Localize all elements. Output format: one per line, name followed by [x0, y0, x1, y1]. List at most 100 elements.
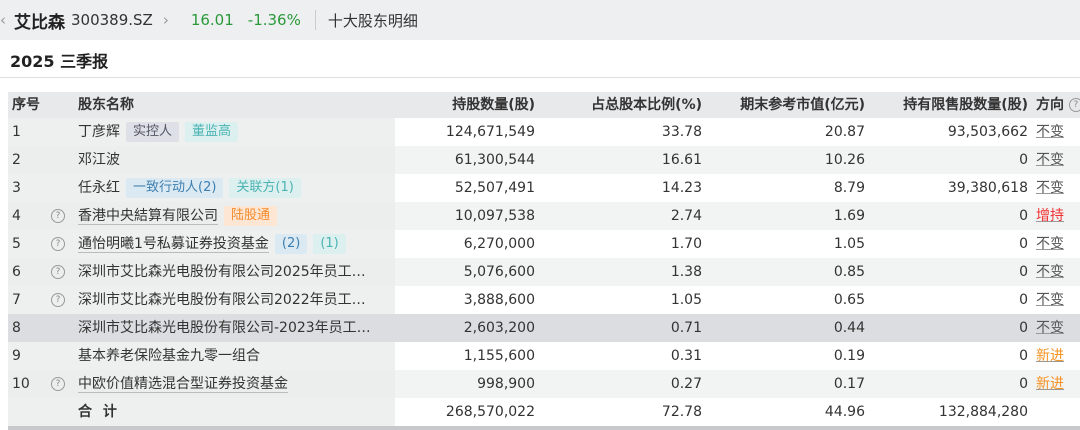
- table-row[interactable]: 9 基本养老保险基金九零一组合 1,155,600 0.31 0.19 0 新进: [8, 342, 1080, 370]
- col-name: 股东名称: [78, 97, 134, 113]
- shareholder-tag[interactable]: 关联方(1): [229, 178, 301, 198]
- report-period: 2025 三季报: [10, 52, 109, 71]
- direction-link[interactable]: 新进: [1036, 348, 1064, 364]
- help-icon[interactable]: ?: [51, 293, 65, 307]
- help-icon[interactable]: ?: [51, 265, 65, 279]
- help-icon[interactable]: ?: [51, 377, 65, 391]
- page-title: 十大股东明细: [327, 11, 418, 30]
- direction-link[interactable]: 不变: [1036, 264, 1064, 280]
- restricted-shares: 0: [1019, 152, 1028, 168]
- direction-link[interactable]: 不变: [1036, 320, 1064, 336]
- total-label: 合 计: [78, 404, 120, 420]
- direction-link[interactable]: 不变: [1036, 180, 1064, 196]
- ratio: 33.78: [661, 124, 702, 140]
- direction-link[interactable]: 不变: [1036, 152, 1064, 168]
- shareholders-table: 序号 股东名称 持股数量(股) 占总股本比例(%) 期末参考市值(亿元) 持有限…: [8, 92, 1080, 426]
- shares: 10,097,538: [454, 208, 535, 224]
- ratio: 1.70: [670, 236, 702, 252]
- total-restricted: 132,884,280: [938, 404, 1028, 420]
- row-seq: 4: [12, 208, 21, 224]
- table-row[interactable]: 3 任永红 一致行动人(2) 关联方(1) 52,507,491 14.23 8.7…: [8, 174, 1080, 202]
- shareholder-name[interactable]: 中欧价值精选混合型证券投资基金: [78, 376, 288, 393]
- help-icon[interactable]: ?: [51, 209, 65, 223]
- market-value: 0.17: [833, 376, 865, 392]
- market-value: 0.85: [833, 264, 865, 280]
- row-bg: [8, 314, 395, 342]
- ratio: 1.05: [670, 292, 702, 308]
- direction-link[interactable]: 不变: [1036, 124, 1064, 140]
- shareholder-tag[interactable]: 董监高: [185, 122, 239, 142]
- row-bg: [8, 202, 395, 230]
- row-bg: [8, 398, 395, 426]
- direction-link[interactable]: 新进: [1036, 376, 1064, 392]
- shareholder-tag[interactable]: (2): [274, 234, 308, 254]
- ratio: 0.27: [670, 376, 702, 392]
- table-row[interactable]: 6 ? 深圳市艾比森光电股份有限公司2025年员工… 5,076,600 1.3…: [8, 258, 1080, 286]
- shareholder-tag[interactable]: 陆股通: [224, 206, 278, 226]
- help-icon[interactable]: ?: [1068, 98, 1080, 112]
- table-row[interactable]: 5 ? 通怡明曦1号私募证券投资基金 (2) (1) 6,270,000 1.70 …: [8, 230, 1080, 258]
- shares: 52,507,491: [454, 180, 535, 196]
- market-value: 0.44: [833, 320, 865, 336]
- market-value: 10.26: [824, 152, 865, 168]
- ratio: 14.23: [661, 180, 702, 196]
- ratio: 0.31: [670, 348, 702, 364]
- shareholder-tag[interactable]: 一致行动人(2): [126, 178, 224, 198]
- market-value: 1.69: [833, 208, 865, 224]
- row-seq: 8: [12, 320, 21, 336]
- col-restricted[interactable]: 持有限售股数量(股): [903, 97, 1028, 113]
- price-change: -1.36%: [247, 11, 301, 29]
- row-bg: [8, 286, 395, 314]
- row-bg: [8, 370, 395, 398]
- scrollbar[interactable]: [8, 426, 1080, 430]
- restricted-shares: 0: [1019, 264, 1028, 280]
- col-shares[interactable]: 持股数量(股): [452, 97, 535, 113]
- ratio: 1.38: [670, 264, 702, 280]
- table-row[interactable]: 7 ? 深圳市艾比森光电股份有限公司2022年员工… 3,888,600 1.0…: [8, 286, 1080, 314]
- shareholder-name[interactable]: 香港中央結算有限公司 陆股通: [78, 202, 278, 230]
- table-row[interactable]: 2 邓江波 61,300,544 16.61 10.26 0 不变: [8, 146, 1080, 174]
- direction-link[interactable]: 不变: [1036, 236, 1064, 252]
- row-bg: [8, 146, 395, 174]
- total-shares: 268,570,022: [445, 404, 535, 420]
- direction-link[interactable]: 增持: [1036, 208, 1064, 224]
- help-icon[interactable]: ?: [51, 237, 65, 251]
- table-row[interactable]: 1 丁彦辉 实控人 董监高 124,671,549 33.78 20.87 93,5…: [8, 118, 1080, 146]
- shares: 61,300,544: [454, 152, 535, 168]
- col-direction: 方向 ?: [1036, 92, 1080, 118]
- shareholder-tag[interactable]: 实控人: [126, 122, 180, 142]
- shareholder-name: 邓江波: [78, 152, 120, 168]
- shares: 6,270,000: [463, 236, 535, 252]
- shareholder-name: 深圳市艾比森光电股份有限公司2022年员工…: [78, 292, 366, 308]
- col-seq: 序号: [12, 97, 40, 113]
- ratio: 2.74: [670, 208, 702, 224]
- restricted-shares: 39,380,618: [947, 180, 1028, 196]
- chevron-right-icon[interactable]: ›: [162, 11, 169, 29]
- shares: 998,900: [477, 376, 535, 392]
- shares: 2,603,200: [463, 320, 535, 336]
- stock-price: 16.01: [190, 11, 234, 29]
- stock-name: 艾比森: [14, 12, 65, 33]
- direction-link[interactable]: 不变: [1036, 292, 1064, 308]
- shareholder-name: 基本养老保险基金九零一组合: [78, 348, 260, 364]
- table-row[interactable]: 4 ? 香港中央結算有限公司 陆股通 10,097,538 2.74 1.69 0…: [8, 202, 1080, 230]
- restricted-shares: 0: [1019, 348, 1028, 364]
- shareholder-name[interactable]: 通怡明曦1号私募证券投资基金 (2) (1): [78, 230, 346, 258]
- col-value[interactable]: 期末参考市值(亿元): [740, 97, 865, 113]
- shareholder-tag[interactable]: (1): [313, 234, 346, 254]
- total-row: 合 计 268,570,022 72.78 44.96 132,884,280: [8, 398, 1080, 426]
- chevron-left-icon[interactable]: ‹: [0, 11, 6, 29]
- shares: 5,076,600: [463, 264, 535, 280]
- total-ratio: 72.78: [661, 404, 702, 420]
- shareholder-name: 任永红 一致行动人(2) 关联方(1): [78, 174, 301, 202]
- shareholder-name: 丁彦辉 实控人 董监高: [78, 118, 239, 146]
- col-ratio[interactable]: 占总股本比例(%): [591, 97, 702, 113]
- restricted-shares: 0: [1019, 292, 1028, 308]
- row-seq: 3: [12, 180, 21, 196]
- table-row[interactable]: 8 深圳市艾比森光电股份有限公司-2023年员工… 2,603,200 0.71…: [8, 314, 1080, 342]
- restricted-shares: 93,503,662: [947, 124, 1028, 140]
- shares: 3,888,600: [463, 292, 535, 308]
- row-seq: 5: [12, 236, 21, 252]
- table-row[interactable]: 10 ? 中欧价值精选混合型证券投资基金 998,900 0.27 0.17 0…: [8, 370, 1080, 398]
- divider: [314, 10, 316, 30]
